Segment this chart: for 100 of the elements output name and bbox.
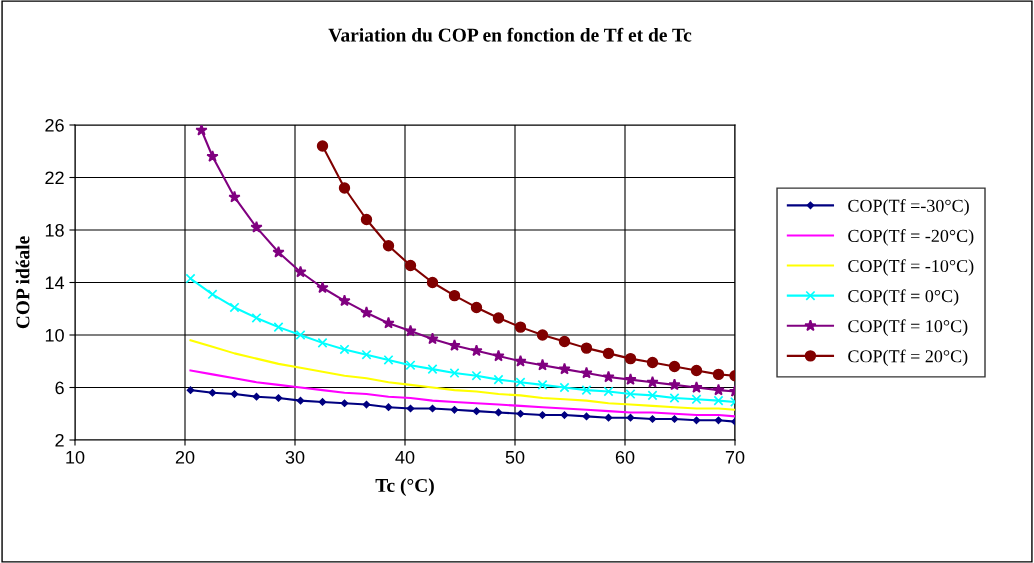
x-tick-label: 10 — [66, 450, 85, 464]
point — [384, 403, 393, 411]
x-tick-label: 30 — [285, 450, 305, 464]
point — [692, 416, 701, 425]
point — [514, 354, 527, 367]
point — [558, 362, 571, 375]
y-tick-label: 2 — [55, 433, 64, 447]
chart-title: Variation du COP en fonction de Tf et de Tc — [328, 27, 692, 42]
point — [317, 337, 328, 348]
point — [669, 392, 680, 404]
point — [274, 394, 283, 402]
point — [294, 265, 307, 278]
point — [273, 322, 284, 333]
point — [470, 301, 483, 314]
point — [494, 408, 503, 417]
point — [602, 347, 615, 360]
y-tick-label: 26 — [45, 118, 64, 132]
point — [582, 412, 591, 421]
point — [404, 324, 417, 337]
point — [405, 360, 416, 371]
point — [690, 381, 703, 393]
point — [580, 366, 593, 379]
point — [250, 220, 263, 233]
x-tick-label: 60 — [615, 450, 635, 464]
point — [470, 344, 483, 357]
point — [360, 306, 373, 319]
x-tick-label: 20 — [175, 450, 195, 464]
point — [516, 409, 525, 418]
point — [448, 339, 461, 351]
point — [295, 329, 306, 341]
point — [338, 294, 351, 307]
legend-label: COP(Tf =-30°C) — [848, 198, 969, 216]
point — [646, 375, 659, 388]
point — [602, 370, 615, 383]
legend-label: COP(Tf = 0°C) — [848, 289, 959, 306]
point — [428, 404, 437, 413]
legend-label: COP(Tf = -10°C) — [848, 259, 974, 276]
point — [604, 413, 613, 422]
point — [228, 190, 241, 203]
point — [668, 378, 681, 391]
point — [449, 368, 460, 379]
point — [690, 364, 703, 377]
point — [625, 389, 636, 400]
point — [713, 395, 724, 406]
point — [340, 399, 349, 408]
x-tick-label: 40 — [395, 450, 415, 464]
legend-label: COP(Tf = -20°C) — [848, 229, 974, 246]
point — [560, 411, 569, 419]
y-tick-label: 22 — [45, 171, 64, 185]
point — [558, 335, 571, 348]
point — [404, 259, 417, 272]
point — [536, 358, 549, 371]
point — [362, 400, 371, 409]
x-axis-title: Tc (°C) — [375, 478, 434, 496]
point — [382, 240, 395, 252]
point — [338, 182, 351, 194]
point — [647, 390, 658, 401]
point — [426, 276, 439, 289]
point — [316, 140, 329, 152]
y-tick-label: 10 — [45, 328, 64, 342]
point — [626, 413, 635, 422]
point — [383, 354, 394, 365]
point — [712, 383, 725, 396]
point — [296, 396, 305, 405]
point — [538, 411, 547, 419]
point — [537, 379, 548, 390]
point — [515, 377, 526, 388]
point — [648, 415, 657, 423]
point — [339, 344, 350, 355]
point — [450, 406, 459, 414]
y-tick-label: 14 — [45, 276, 65, 290]
point — [624, 373, 637, 385]
line-series — [189, 339, 735, 411]
point — [492, 349, 505, 362]
point — [472, 407, 481, 415]
point — [318, 398, 327, 406]
y-tick-label: 6 — [55, 381, 64, 395]
point — [536, 329, 549, 341]
point — [514, 321, 527, 333]
point — [252, 392, 261, 401]
point — [230, 390, 239, 398]
point — [382, 316, 395, 329]
point — [195, 125, 208, 136]
point — [712, 368, 725, 381]
point — [492, 312, 505, 324]
point — [668, 360, 681, 373]
point — [316, 281, 329, 294]
x-tick-label: 50 — [505, 450, 525, 464]
x-tick-label: 70 — [725, 450, 745, 464]
legend-label: COP(Tf = 20°C) — [848, 349, 968, 367]
point — [185, 273, 196, 284]
point — [360, 213, 373, 226]
point — [272, 245, 285, 258]
point — [559, 382, 570, 393]
point — [691, 394, 702, 405]
y-axis-title: COP idéale — [15, 236, 30, 329]
point — [493, 374, 504, 385]
point — [646, 356, 659, 369]
point — [670, 415, 679, 423]
point — [426, 332, 439, 345]
